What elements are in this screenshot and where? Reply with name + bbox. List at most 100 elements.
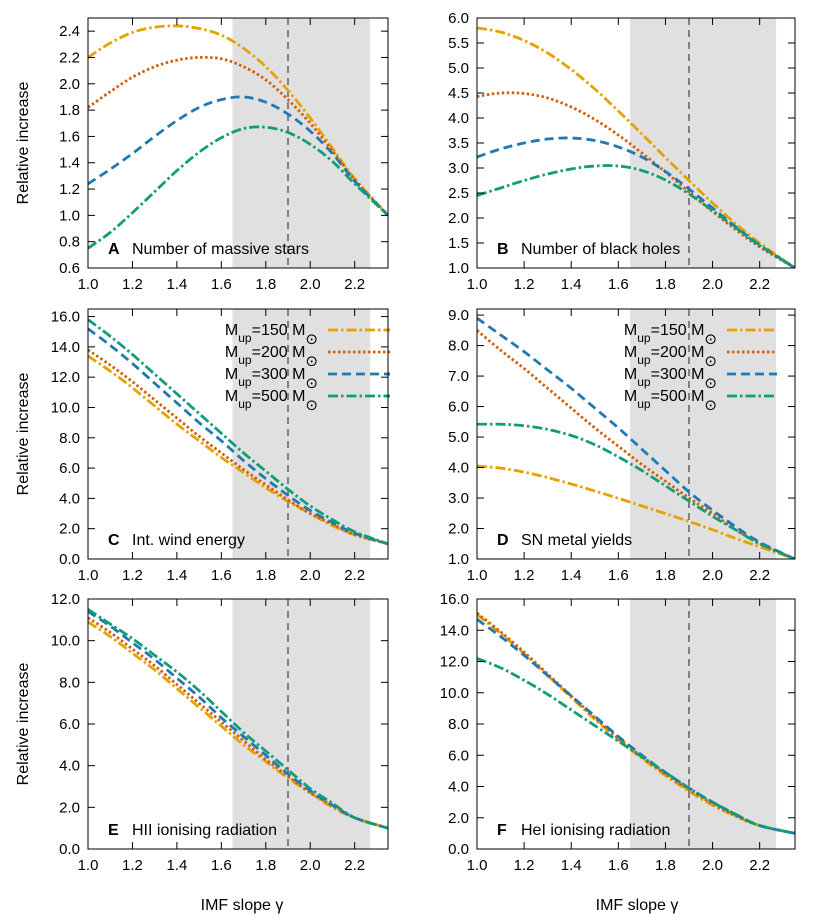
panel-E-y-tick-label: 8.0 [59, 674, 80, 691]
panel-C-y-tick-label: 14.0 [51, 339, 80, 356]
panel-B-y-tick-label: 3.5 [448, 135, 469, 152]
panel-C-y-tick-label: 0.0 [59, 551, 80, 568]
panel-F-y-tick-label: 0.0 [448, 841, 469, 858]
panel-C-letter: C [108, 532, 120, 549]
panel-F-y-tick-label: 10.0 [440, 685, 469, 702]
panel-F-shaded-range [630, 599, 777, 849]
panel-D-y-tick-label: 4.0 [448, 460, 469, 477]
panel-B-x-tick-label: 2.0 [702, 276, 723, 293]
panel-A-y-tick-label: 0.8 [59, 234, 80, 251]
panel-F-y-tick-label: 14.0 [440, 622, 469, 639]
panel-E-y-tick-label: 2.0 [59, 799, 80, 816]
panel-D-frame [476, 308, 796, 560]
panel-F-y-tick-label: 2.0 [448, 810, 469, 827]
panel-A-x-tick-label: 1.6 [211, 276, 232, 293]
panel-C-x-tick-label: 1.0 [78, 567, 99, 584]
panel-A-y-axis-title: Relative increase [15, 82, 32, 205]
panel-A-x-tick-label: 1.2 [122, 276, 143, 293]
panel-E-series-Mup500 [88, 608, 388, 830]
panel-E-series-Mup150 [88, 620, 388, 830]
panel-A-y-tick-label: 1.6 [59, 128, 80, 145]
panel-B: 1.0 1.2 1.4 1.6 1.8 2.0 2.2 1.0 1.5 2.0 2.5 3.0 3.5 4… [448, 10, 796, 293]
panel-C-legend-label-Mup500: Mup=500 M⊙ [225, 388, 318, 414]
panel-B-x-tick-label: 1.8 [655, 276, 676, 293]
panel-D-x-tick-label: 1.0 [467, 567, 488, 584]
panel-F-y-tick-label: 6.0 [448, 747, 469, 764]
panel-B-y-tick-label: 2.0 [448, 210, 469, 227]
panel-F-y-tick-label: 16.0 [440, 591, 469, 608]
x-axis-title-right: IMF slope γ [596, 897, 679, 914]
panel-A-series-Mup150 [88, 24, 388, 217]
panel-A-y-tick-label: 1.2 [59, 181, 80, 198]
panel-C-frame [87, 308, 389, 560]
panel-E-x-tick-label: 1.8 [255, 857, 276, 874]
panel-A-y-tick-label: 2.0 [59, 76, 80, 93]
panel-F-x-tick-label: 1.8 [655, 857, 676, 874]
panel-C-x-tick-label: 2.2 [344, 567, 365, 584]
panel-F-x-tick-label: 1.4 [561, 857, 582, 874]
panel-A-y-tick-label: 1.0 [59, 207, 80, 224]
panel-D-shaded-range [630, 309, 777, 559]
panel-D-legend-label-Mup150: Mup=150 M⊙ [624, 322, 717, 348]
panel-B-y-tick-label: 2.5 [448, 185, 469, 202]
panel-A-shaded-range [232, 18, 371, 268]
panel-C-x-tick-label: 1.8 [255, 567, 276, 584]
panel-E-y-axis-title: Relative increase [15, 663, 32, 786]
panel-D-title: SN metal yields [521, 532, 632, 549]
panel-C: Mup=150 M⊙Mup=200 M⊙Mup=300 M⊙Mup=500 M⊙… [15, 308, 390, 584]
panel-D: Mup=150 M⊙Mup=200 M⊙Mup=300 M⊙Mup=500 M⊙… [448, 307, 796, 584]
panel-C-series-Mup200 [88, 348, 388, 546]
panel-C-series-Mup300 [88, 327, 388, 546]
panel-A-y-tick-label: 2.2 [59, 49, 80, 66]
panel-D-legend-label-Mup200: Mup=200 M⊙ [624, 344, 717, 370]
panel-B-x-tick-label: 2.2 [749, 276, 770, 293]
panel-C-legend-label-Mup150: Mup=150 M⊙ [225, 322, 318, 348]
panel-D-y-tick-label: 8.0 [448, 338, 469, 355]
panel-B-x-tick-label: 1.0 [467, 276, 488, 293]
panel-A-x-tick-label: 2.0 [300, 276, 321, 293]
panel-D-x-tick-label: 1.8 [655, 567, 676, 584]
panel-C-title: Int. wind energy [132, 532, 245, 549]
panel-C-y-tick-label: 10.0 [51, 399, 80, 416]
panel-D-y-tick-label: 9.0 [448, 307, 469, 324]
panel-B-series-Mup150 [477, 26, 795, 268]
panel-E-y-tick-label: 0.0 [59, 841, 80, 858]
panel-B-letter: B [497, 241, 509, 258]
panel-E-x-tick-label: 2.0 [300, 857, 321, 874]
panel-D-legend-label-Mup300: Mup=300 M⊙ [624, 366, 717, 392]
panel-B-series-Mup300 [477, 136, 795, 268]
panel-D-y-tick-label: 1.0 [448, 551, 469, 568]
panel-E-x-tick-label: 2.2 [344, 857, 365, 874]
panel-A-title: Number of massive stars [132, 241, 309, 258]
panel-C-shaded-range [232, 309, 371, 559]
panel-D-y-tick-label: 5.0 [448, 429, 469, 446]
panel-B-y-tick-label: 3.0 [448, 160, 469, 177]
panel-F-x-tick-label: 2.2 [749, 857, 770, 874]
panel-C-legend-label-Mup300: Mup=300 M⊙ [225, 366, 318, 392]
panel-F-x-tick-label: 2.0 [702, 857, 723, 874]
panel-E-x-tick-label: 1.6 [211, 857, 232, 874]
panel-C-y-tick-label: 8.0 [59, 430, 80, 447]
panel-F-y-tick-label: 8.0 [448, 716, 469, 733]
panel-B-y-tick-label: 5.0 [448, 60, 469, 77]
panel-B-y-tick-label: 1.0 [448, 260, 469, 277]
panel-B-y-tick-label: 6.0 [448, 10, 469, 27]
panel-E-x-tick-label: 1.0 [78, 857, 99, 874]
panel-D-x-tick-label: 2.2 [749, 567, 770, 584]
panel-A-letter: A [108, 241, 120, 258]
panel-F-title: HeI ionising radiation [521, 822, 670, 839]
panel-E-x-tick-label: 1.4 [166, 857, 187, 874]
panel-C-y-tick-label: 12.0 [51, 369, 80, 386]
panel-C-series-Mup150 [88, 354, 388, 546]
panel-C-y-tick-label: 16.0 [51, 309, 80, 326]
panel-B-y-tick-label: 4.0 [448, 110, 469, 127]
panel-E-series-Mup300 [88, 610, 388, 830]
panel-B-y-tick-label: 5.5 [448, 35, 469, 52]
panel-E-y-tick-label: 6.0 [59, 716, 80, 733]
panel-B-x-tick-label: 1.6 [608, 276, 629, 293]
panel-E: 1.0 1.2 1.4 1.6 1.8 2.0 2.2 0.0 2.0 4.0 6.0 8.0 10.0… [15, 591, 389, 874]
panel-F-y-tick-label: 12.0 [440, 654, 469, 671]
panel-C-x-tick-label: 2.0 [300, 567, 321, 584]
panel-E-y-tick-label: 10.0 [51, 633, 80, 650]
panel-D-series-Mup150 [477, 464, 795, 559]
